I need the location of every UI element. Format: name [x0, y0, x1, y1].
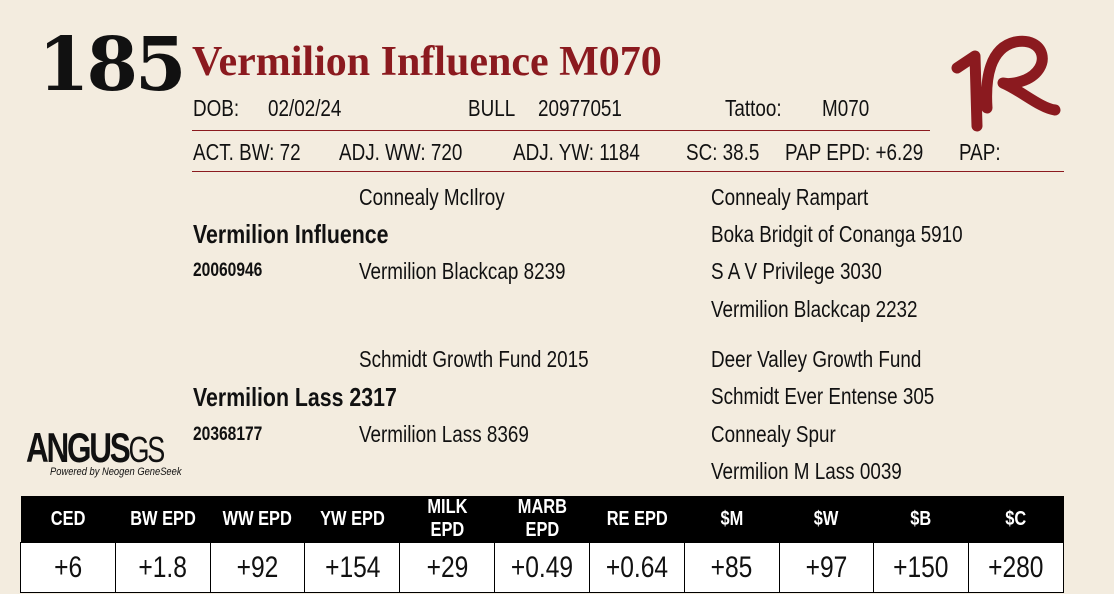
logo-tagline: Powered by Neogen GeneSeek [50, 466, 182, 478]
epd-header: YW EPD [304, 496, 400, 543]
dob-label: DOB: [193, 95, 240, 121]
epd-table: CED BW EPD WW EPD YW EPD MILK EPD MARB E… [20, 496, 1064, 593]
sire-registration: 20060946 [193, 260, 263, 281]
epd-value: +97 [778, 542, 875, 593]
epd-value: +92 [209, 542, 306, 593]
sire-sire-dam: Boka Bridgit of Conanga 5910 [711, 221, 963, 247]
scrotal-circumference: SC: 38.5 [686, 139, 760, 165]
dam-dam-sire: Connealy Spur [711, 421, 836, 447]
sex: BULL [468, 95, 516, 121]
epd-header: BW EPD [115, 496, 211, 543]
epd-header: MILK EPD [399, 496, 495, 543]
adj-ww: ADJ. WW: 720 [339, 139, 463, 165]
tattoo-value: M070 [822, 95, 870, 121]
dam-sire-sire: Deer Valley Growth Fund [711, 346, 922, 372]
epd-header: $C [968, 496, 1064, 543]
divider [192, 171, 1064, 172]
epd-value: +85 [683, 542, 780, 593]
epd-header: WW EPD [210, 496, 305, 543]
divider [192, 130, 930, 131]
sire: Vermilion Influence [193, 219, 389, 249]
epd-value: +1.8 [114, 542, 211, 593]
pap-epd: PAP EPD: +6.29 [785, 139, 924, 165]
dam-sire: Schmidt Growth Fund 2015 [359, 346, 589, 372]
epd-value: +154 [304, 542, 401, 593]
tattoo-label: Tattoo: [725, 95, 782, 121]
dob-value: 02/02/24 [268, 95, 342, 121]
epd-value: +0.49 [494, 542, 590, 593]
sire-dam-sire: S A V Privilege 3030 [711, 258, 882, 284]
sire-sire: Connealy McIlroy [359, 184, 505, 210]
pap: PAP: [959, 139, 1001, 165]
epd-value: +280 [968, 542, 1064, 593]
dam: Vermilion Lass 2317 [193, 382, 397, 412]
logo-suffix: GS [128, 429, 166, 470]
sire-dam-dam: Vermilion Blackcap 2232 [711, 296, 918, 322]
epd-header: $B [873, 496, 969, 543]
animal-name: Vermilion Influence M070 [192, 39, 662, 85]
epd-header: MARB EPD [494, 496, 590, 543]
epd-header: $W [779, 496, 874, 543]
epd-value: +150 [873, 542, 970, 593]
lot-number: 185 [38, 22, 186, 108]
dam-registration: 20368177 [193, 424, 263, 445]
sire-dam: Vermilion Blackcap 8239 [359, 258, 566, 284]
angus-gs-logo: ANGUSGS Powered by Neogen GeneSeek [26, 424, 209, 478]
sire-sire-sire: Connealy Rampart [711, 184, 869, 210]
dam-sire-dam: Schmidt Ever Entense 305 [711, 383, 935, 409]
brand-icon [951, 35, 1061, 132]
epd-value: +6 [20, 542, 116, 593]
epd-header: RE EPD [589, 496, 685, 543]
epd-value-row: +6 +1.8 +92 +154 +29 +0.49 +0.64 +85 +97… [20, 542, 1064, 593]
epd-header: CED [20, 496, 116, 543]
act-bw: ACT. BW: 72 [193, 139, 301, 165]
epd-header-row: CED BW EPD WW EPD YW EPD MILK EPD MARB E… [20, 496, 1064, 543]
logo-main: ANGUS [26, 424, 131, 471]
epd-header: $M [684, 496, 779, 543]
epd-value: +0.64 [588, 542, 685, 593]
epd-value: +29 [399, 542, 496, 593]
adj-yw: ADJ. YW: 1184 [513, 139, 640, 165]
dam-dam-dam: Vermilion M Lass 0039 [711, 458, 902, 484]
dam-dam: Vermilion Lass 8369 [359, 421, 529, 447]
registration-number: 20977051 [538, 95, 622, 121]
